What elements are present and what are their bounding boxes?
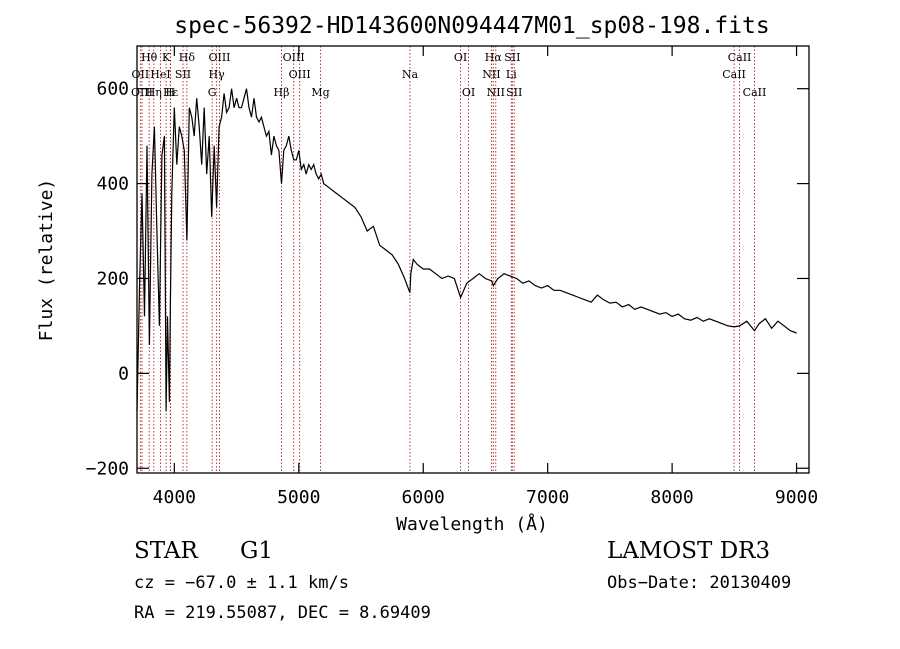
x-tick-label: 6000 (402, 487, 445, 508)
line-marker-label: Hγ (209, 68, 226, 81)
x-tick-label: 4000 (153, 487, 196, 508)
line-marker-label: OIII (289, 68, 311, 81)
y-tick-label: −200 (86, 458, 129, 479)
line-marker-label: Hη (146, 86, 162, 99)
line-marker-label: SII (504, 51, 520, 64)
subclass-label: G1 (240, 538, 274, 564)
chart-title: spec-56392-HD143600N094447M01_sp08-198.f… (174, 13, 769, 39)
y-axis-ticks: −200 0 200 400 600 (86, 79, 809, 479)
line-marker-label: SII (175, 68, 191, 81)
y-tick-label: 0 (118, 363, 129, 384)
line-marker-label: H (166, 86, 176, 99)
line-marker-label: CaII (722, 68, 746, 81)
line-marker-label: OI (462, 86, 475, 99)
coordinates-text: RA = 219.55087, DEC = 8.69409 (134, 603, 431, 623)
y-tick-label: 400 (96, 174, 129, 195)
line-marker-label: OIII (283, 51, 305, 64)
line-marker-label: NII (487, 86, 505, 99)
line-marker-label: Na (402, 68, 419, 81)
line-marker-label: Li (506, 68, 517, 81)
line-marker-label: K (162, 51, 171, 64)
line-marker-label: Mg (311, 86, 329, 99)
line-marker-label: HeI (150, 68, 170, 81)
line-marker-label: CaII (728, 51, 752, 64)
line-marker-label: Hβ (274, 86, 290, 99)
obs-date-text: Obs−Date: 20130409 (607, 573, 792, 593)
x-axis-ticks: 4000 5000 6000 7000 8000 9000 (153, 46, 818, 508)
survey-label: LAMOST DR3 (607, 538, 771, 564)
x-tick-label: 8000 (650, 487, 693, 508)
line-marker-label: SII (506, 86, 522, 99)
line-marker-label: OII (132, 68, 150, 81)
class-label: STAR (134, 538, 198, 564)
line-marker-label: Hθ (141, 51, 158, 64)
redshift-text: cz = −67.0 ± 1.1 km/s (134, 573, 349, 593)
line-markers (139, 46, 755, 473)
x-tick-label: 5000 (277, 487, 320, 508)
line-marker-labels: HθOIIOIIIHηHeIHεKHHδSIIOIIIHγGOIIIOIIIHβ… (131, 51, 766, 99)
spectrum-line (136, 88, 797, 412)
line-marker-label: NII (482, 68, 500, 81)
line-marker-label: Hα (485, 51, 503, 64)
line-marker-label: OIII (208, 51, 230, 64)
x-tick-label: 7000 (526, 487, 569, 508)
x-axis-label: Wavelength (Å) (396, 513, 548, 535)
line-marker-label: Hδ (179, 51, 196, 64)
plot-frame (136, 45, 810, 474)
y-tick-label: 600 (96, 79, 129, 100)
line-marker-label: OI (454, 51, 467, 64)
line-marker-label: Hε (163, 86, 179, 99)
line-marker-label: CaII (743, 86, 767, 99)
x-tick-label: 9000 (775, 487, 818, 508)
y-axis-label: Flux (relative) (36, 179, 57, 342)
line-marker-label: G (208, 86, 217, 99)
y-tick-label: 200 (96, 268, 129, 289)
